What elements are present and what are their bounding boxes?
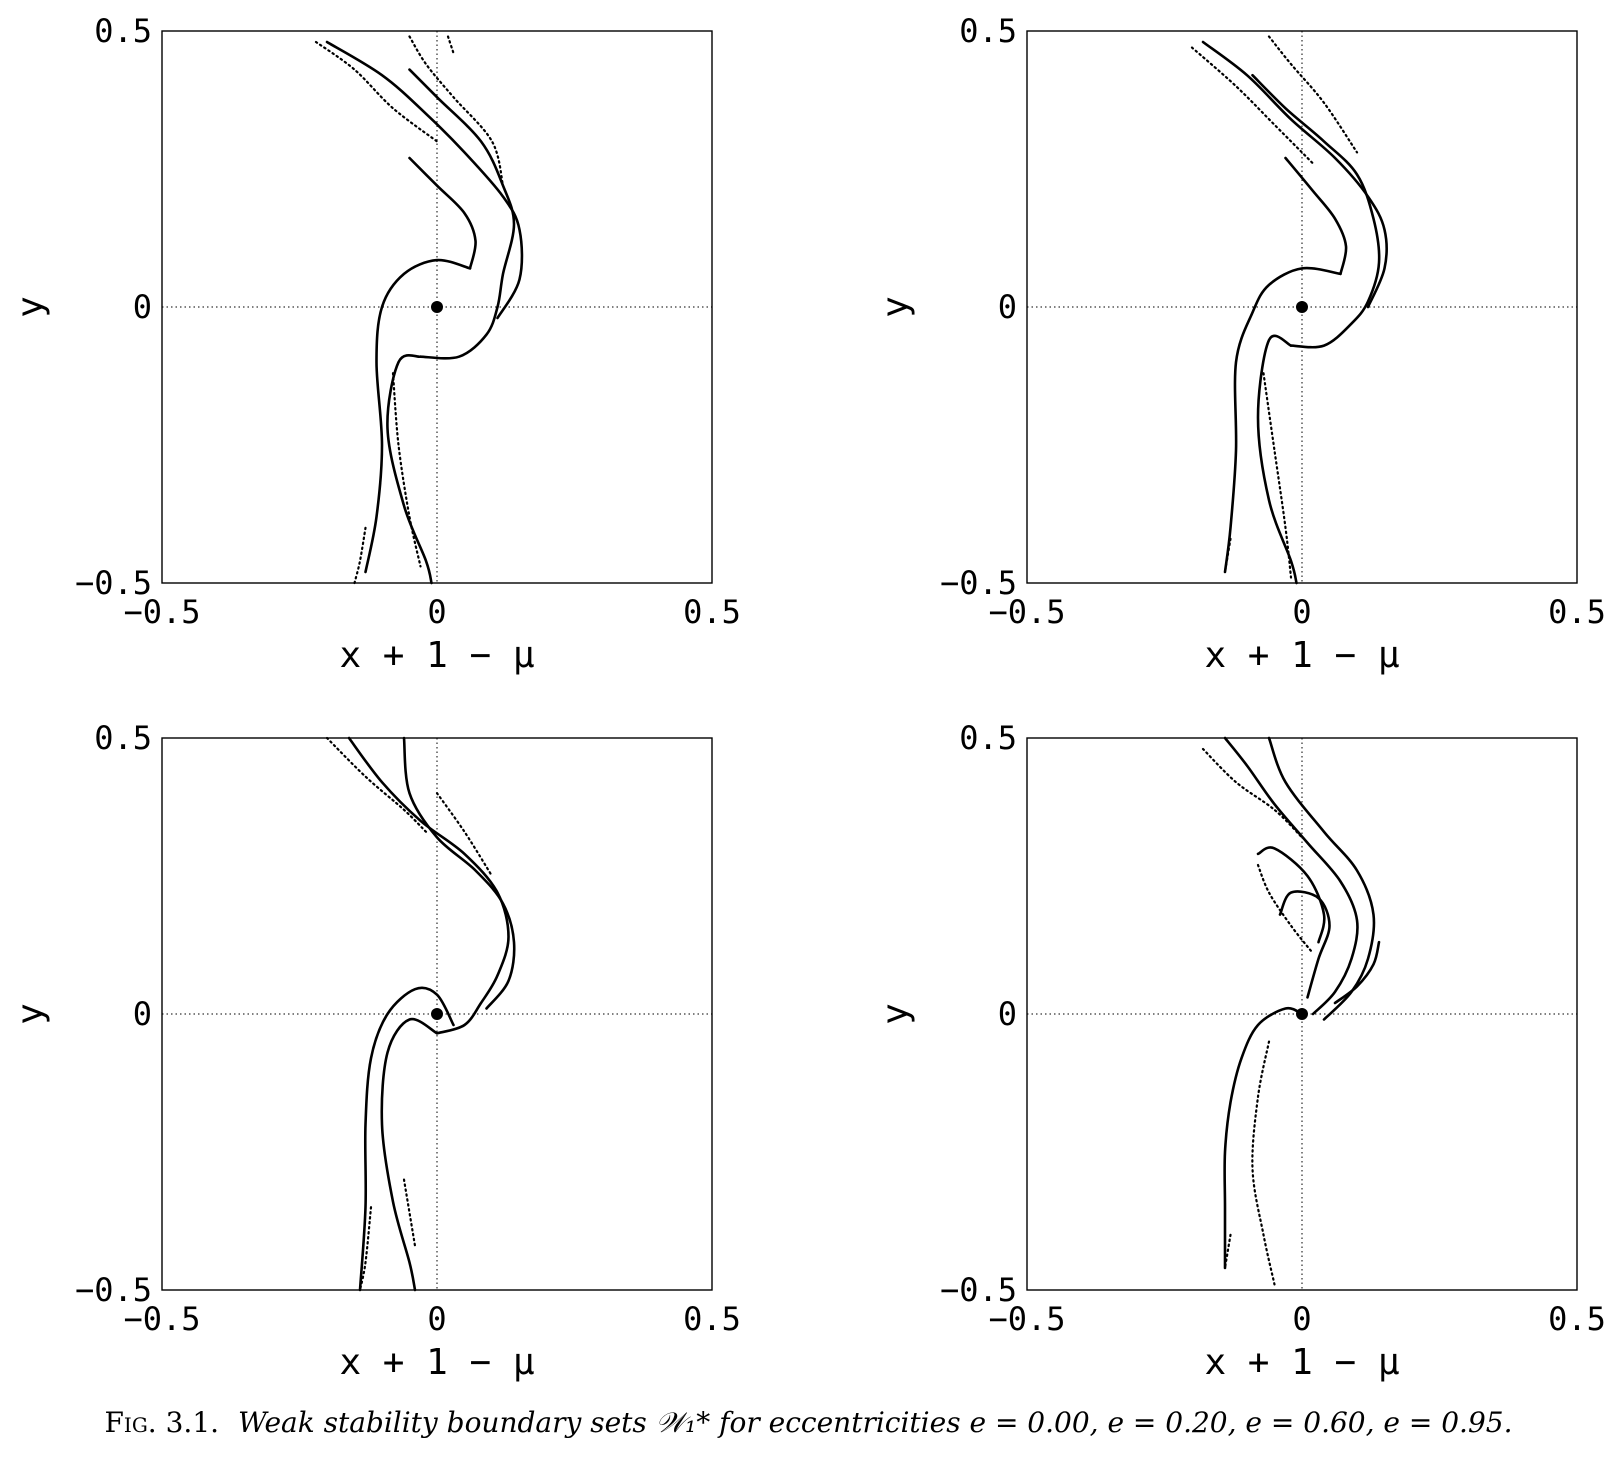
scatter-points — [325, 736, 428, 833]
x-axis-label: x + 1 − μ — [339, 635, 534, 676]
y-tick-label: 0 — [133, 995, 152, 1033]
boundary-curve — [402, 736, 516, 1010]
x-tick-label: 0 — [1292, 1300, 1311, 1338]
scatter-points — [314, 40, 439, 143]
plot-frame — [161, 737, 713, 1291]
scatter-points — [408, 35, 505, 187]
figure-caption: Fig. 3.1. Weak stability boundary sets 𝒲… — [0, 1406, 1617, 1440]
boundary-curve — [1284, 156, 1348, 276]
boundary-curve — [1278, 890, 1331, 999]
boundary-curve — [380, 1017, 439, 1292]
scatter-points — [402, 1178, 417, 1247]
plot-frame — [1026, 30, 1578, 584]
x-tick-label: −0.5 — [123, 593, 200, 631]
panel-1: −0.5 0 0.5 −0.5 0 0.5 x + 1 − μ y — [10, 12, 741, 676]
scatter-points — [1223, 1233, 1232, 1269]
x-tick-label: −0.5 — [123, 1300, 200, 1338]
scatter-points — [435, 792, 494, 878]
boundary-curve — [1267, 736, 1376, 1021]
figure-caption-text: Weak stability boundary sets 𝒲₁* for ecc… — [237, 1406, 1513, 1439]
boundary-curve — [408, 68, 516, 360]
y-tick-label: −0.5 — [940, 564, 1017, 602]
y-tick-label: −0.5 — [75, 564, 152, 602]
y-tick-label: 0.5 — [959, 719, 1017, 757]
boundary-curve — [1223, 266, 1342, 574]
boundary-curve — [1333, 940, 1381, 1005]
boundary-curve — [1251, 73, 1381, 349]
boundary-curve — [325, 40, 524, 320]
panel-3: −0.5 0 0.5 −0.5 0 0.5 x + 1 − μ y — [10, 719, 741, 1383]
y-tick-label: −0.5 — [75, 1271, 152, 1309]
scatter-points — [1256, 863, 1315, 955]
center-point — [431, 301, 443, 313]
y-tick-label: 0.5 — [94, 12, 152, 50]
x-axis-label: x + 1 − μ — [339, 1342, 534, 1383]
figure-number: Fig. 3.1. — [104, 1406, 220, 1439]
y-axis-label: y — [875, 296, 916, 318]
y-tick-label: 0 — [133, 288, 152, 326]
y-axis-label: y — [875, 1003, 916, 1025]
x-tick-label: 0 — [427, 1300, 446, 1338]
boundary-curve — [1223, 736, 1359, 1016]
x-tick-label: 0.5 — [683, 1300, 741, 1338]
plot-frame — [1026, 737, 1578, 1291]
x-axis-label: x + 1 − μ — [1204, 1342, 1399, 1383]
scatter-points — [358, 1206, 373, 1292]
scatter-points — [1223, 537, 1232, 574]
y-tick-label: 0 — [998, 288, 1017, 326]
x-tick-label: 0 — [427, 593, 446, 631]
boundary-curve — [408, 156, 477, 270]
x-tick-label: −0.5 — [988, 593, 1065, 631]
x-tick-label: 0 — [1292, 593, 1311, 631]
boundary-curve — [347, 736, 510, 1035]
y-tick-label: 0.5 — [94, 719, 152, 757]
scatter-points — [1190, 46, 1315, 165]
center-point — [1296, 301, 1308, 313]
boundary-curve — [1223, 1006, 1304, 1270]
center-point — [1296, 1008, 1308, 1020]
x-tick-label: −0.5 — [988, 1300, 1065, 1338]
scatter-points — [1267, 35, 1359, 154]
y-axis-label: y — [10, 1003, 51, 1025]
scatter-points — [1262, 372, 1293, 579]
y-axis-label: y — [10, 296, 51, 318]
scatter-points — [446, 35, 455, 55]
boundary-curve — [358, 986, 455, 1292]
panel-4: −0.5 0 0.5 −0.5 0 0.5 x + 1 − μ y — [875, 719, 1606, 1383]
x-tick-label: 0.5 — [1548, 1300, 1606, 1338]
scatter-points — [1201, 747, 1304, 839]
x-axis-label: x + 1 − μ — [1204, 635, 1399, 676]
y-tick-label: 0 — [998, 995, 1017, 1033]
boundary-curve — [1256, 846, 1326, 944]
scatter-points — [1251, 1040, 1276, 1286]
plot-frame — [161, 30, 713, 584]
y-tick-label: −0.5 — [940, 1271, 1017, 1309]
x-tick-label: 0.5 — [1548, 593, 1606, 631]
y-tick-label: 0.5 — [959, 12, 1017, 50]
boundary-curve — [1256, 334, 1298, 585]
x-tick-label: 0.5 — [683, 593, 741, 631]
boundary-curve — [386, 353, 433, 585]
boundary-curve — [364, 258, 472, 574]
figure-canvas: −0.5 0 0.5 −0.5 0 0.5 x + 1 − μ y −0.5 0 0.5 −0.5 0 0… — [10, 12, 1606, 1383]
scatter-points — [353, 526, 367, 585]
scatter-points — [391, 372, 422, 568]
boundary-curve — [1201, 40, 1388, 309]
center-point — [431, 1008, 443, 1020]
panel-2: −0.5 0 0.5 −0.5 0 0.5 x + 1 − μ y — [875, 12, 1606, 676]
